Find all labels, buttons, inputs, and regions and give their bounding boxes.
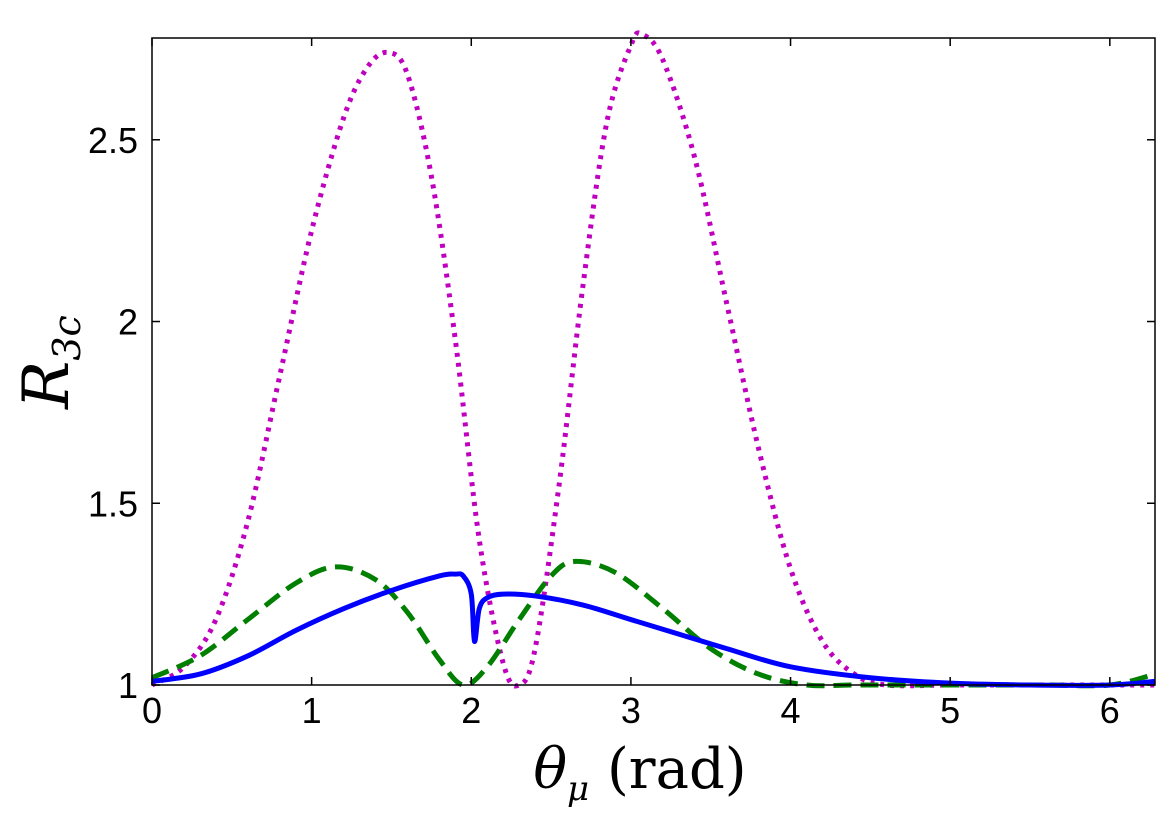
- x-tick-label-5: 5: [940, 690, 960, 731]
- y-axis-label: R3c: [10, 315, 89, 410]
- x-tick-label-1: 1: [302, 690, 322, 731]
- y-tick-label-1: 1.5: [88, 483, 138, 524]
- y-axis-label-symbol: R: [10, 361, 84, 410]
- y-axis-label-subscript: 3c: [45, 315, 89, 360]
- x-tick-label-4: 4: [781, 690, 801, 731]
- plot-area: [152, 38, 1155, 685]
- y-tick-label-3: 2.5: [88, 120, 138, 161]
- x-tick-label-0: 0: [142, 690, 162, 731]
- x-tick-label-6: 6: [1100, 690, 1120, 731]
- ticks-layer: 0 1 2 3 4 5 611.522.5: [88, 38, 1155, 731]
- x-axis-label-symbol: θ: [533, 737, 567, 802]
- axes-frame: [151, 37, 1156, 686]
- y-tick-label-0: 1: [118, 665, 138, 706]
- y-tick-label-2: 2: [118, 302, 138, 343]
- x-tick-label-2: 2: [461, 690, 481, 731]
- series-line-solid: [151, 571, 1156, 688]
- x-axis-label-unit: (rad): [589, 737, 747, 802]
- series-line-dotted: [150, 30, 1155, 689]
- x-axis-label: θμ (rad): [533, 737, 746, 809]
- x-axis-label-subscript: μ: [567, 769, 589, 809]
- x-tick-label-3: 3: [621, 690, 641, 731]
